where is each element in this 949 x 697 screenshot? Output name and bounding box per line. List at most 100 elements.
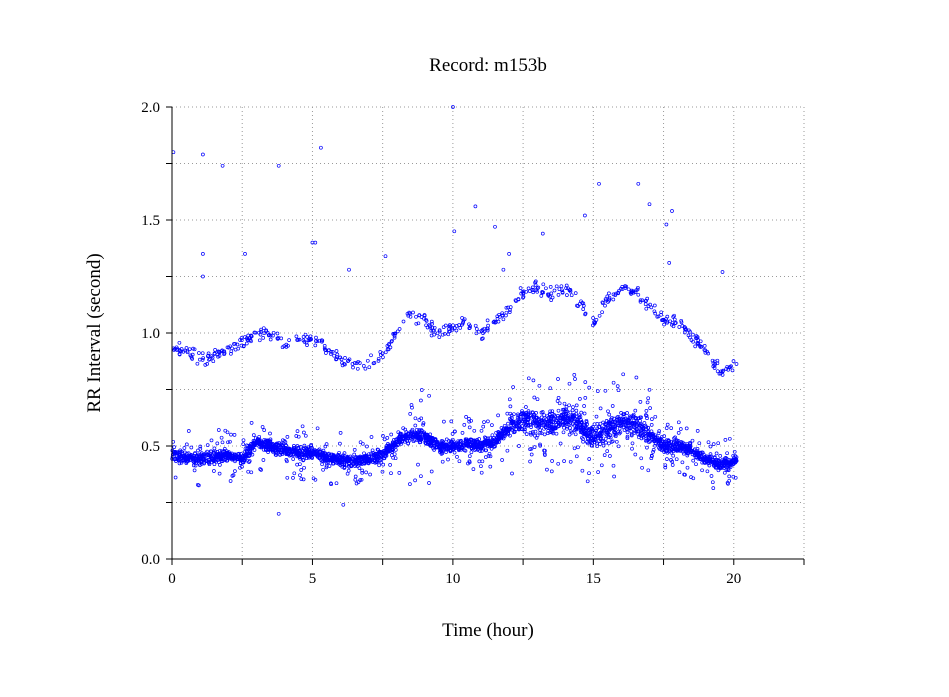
data-point [533, 279, 538, 284]
data-point [718, 454, 723, 458]
data-point [208, 452, 213, 457]
data-point [230, 453, 235, 458]
data-point [582, 404, 586, 408]
data-point [391, 455, 395, 460]
data-point [613, 431, 618, 435]
data-point [566, 418, 571, 422]
data-point [238, 465, 242, 470]
data-point [399, 441, 404, 446]
data-point [671, 449, 676, 454]
data-point [482, 420, 486, 424]
data-point [694, 455, 699, 460]
data-point [691, 332, 695, 337]
data-point [376, 447, 381, 452]
data-point [731, 359, 736, 363]
data-point [228, 479, 233, 483]
data-point [537, 383, 542, 388]
data-point [431, 444, 436, 448]
data-point [700, 468, 704, 473]
data-point [301, 335, 306, 339]
data-point [723, 456, 727, 461]
data-point [217, 471, 222, 476]
data-point [580, 468, 585, 473]
data-point [294, 434, 299, 438]
data-point [215, 352, 220, 357]
data-point [190, 352, 195, 357]
data-point [715, 369, 720, 374]
data-point [366, 457, 371, 462]
data-point [440, 451, 445, 456]
data-point [295, 444, 300, 448]
data-point [224, 452, 229, 456]
data-point [730, 368, 735, 373]
data-point [408, 482, 412, 486]
data-point [560, 290, 565, 294]
data-point [302, 452, 307, 457]
data-point [249, 339, 253, 344]
data-point [682, 330, 687, 335]
data-point [239, 338, 244, 342]
data-point [397, 327, 402, 331]
data-point [684, 426, 689, 431]
data-point [198, 357, 202, 362]
data-point [441, 325, 446, 329]
data-point [206, 353, 211, 358]
data-point [531, 378, 536, 383]
data-point [485, 326, 490, 331]
data-point [383, 350, 388, 355]
data-point [510, 471, 514, 476]
data-point [636, 292, 641, 297]
data-point [595, 444, 599, 449]
data-point [674, 457, 679, 462]
data-point [643, 438, 648, 443]
data-point [607, 441, 611, 446]
data-point [542, 426, 546, 431]
data-point [321, 467, 325, 472]
data-point [629, 432, 634, 437]
data-point [340, 363, 345, 368]
data-point [343, 356, 347, 360]
data-point [528, 459, 532, 464]
data-point [673, 321, 677, 326]
data-point [533, 283, 538, 287]
data-point [397, 471, 402, 475]
data-point [722, 470, 727, 475]
data-point [649, 456, 654, 461]
data-point [346, 468, 351, 473]
data-point [336, 454, 341, 458]
data-point [401, 319, 406, 324]
data-point [262, 428, 267, 432]
data-point [568, 410, 573, 415]
data-point [581, 426, 586, 431]
data-point [362, 461, 367, 466]
data-point [659, 310, 664, 315]
data-point [389, 339, 394, 344]
data-point [558, 415, 562, 420]
data-point [702, 457, 707, 462]
data-point [399, 432, 404, 436]
data-point [389, 432, 394, 437]
data-point [233, 469, 237, 473]
data-point [556, 408, 561, 413]
data-point [457, 459, 462, 464]
data-point [616, 388, 621, 393]
data-point [252, 330, 257, 335]
data-point [200, 351, 205, 356]
data-point [200, 459, 204, 464]
data-point [720, 270, 725, 274]
data-point [558, 421, 562, 426]
data-point [367, 452, 371, 457]
data-point [469, 437, 474, 442]
data-point [597, 181, 601, 186]
data-point [295, 429, 300, 433]
data-point [205, 449, 209, 454]
data-point [654, 437, 659, 442]
data-point [330, 452, 334, 457]
data-point [520, 419, 524, 423]
data-point [294, 450, 299, 455]
data-point [713, 362, 717, 366]
data-point [235, 342, 240, 347]
data-point [381, 462, 386, 467]
data-point [617, 288, 621, 293]
data-point [506, 432, 511, 437]
